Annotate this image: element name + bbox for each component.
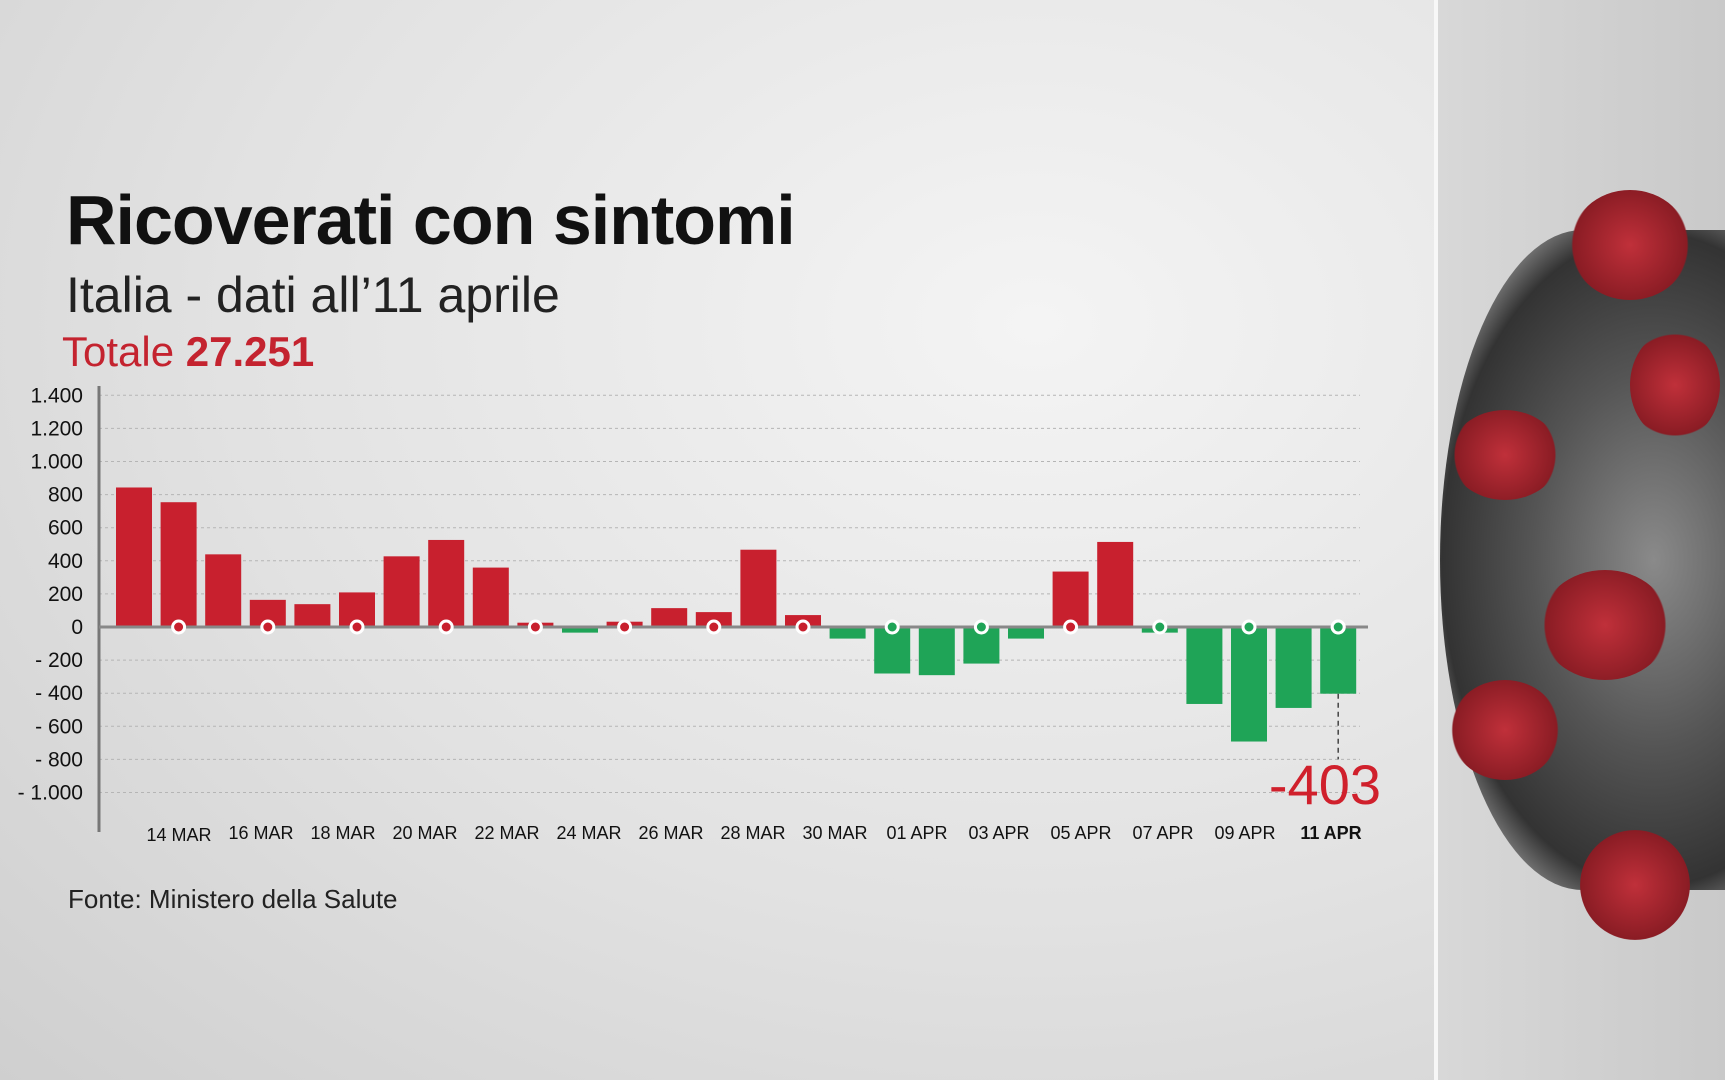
x-tick-label: 16 MAR [228,823,293,843]
virus-spike [1450,410,1560,500]
bar [1052,571,1089,627]
virus-spike [1580,830,1690,940]
tick-marker [349,619,365,635]
bar [428,539,465,627]
bar [116,487,152,627]
tick-marker [1152,619,1168,635]
tick-marker [795,619,811,635]
y-tick-label: - 200 [35,649,83,672]
virus-spike [1630,330,1720,440]
total-value: 27.251 [185,328,315,375]
x-tick-label: 11 APR [1300,823,1361,843]
bar [472,567,509,627]
x-tick-label: 26 MAR [638,823,703,843]
bar [829,627,866,639]
y-tick-label: 1.200 [30,417,83,440]
x-tick-label: 14 MAR [146,825,211,845]
bar [205,554,242,627]
bar [1231,627,1267,742]
x-tick-label: 22 MAR [474,823,539,843]
x-tick-label: 07 APR [1132,823,1193,843]
y-tick-label: 1.000 [30,451,83,474]
y-tick-label: 1.400 [30,384,83,407]
tick-marker [973,619,989,635]
bar [383,556,420,627]
y-tick-label: 600 [48,517,83,540]
tick-marker [1241,619,1257,635]
tick-marker [527,619,543,635]
tick-marker [260,619,276,635]
x-tick-label: 20 MAR [392,823,457,843]
bar [1097,541,1134,627]
chart-subtitle: Italia - dati all’11 aprile [66,267,560,323]
bar [1275,627,1312,708]
tick-marker [884,619,900,635]
x-tick-label: 01 APR [886,823,947,843]
tick-marker [1063,619,1079,635]
y-tick-label: 0 [71,616,83,639]
x-tick-label: 28 MAR [720,823,785,843]
x-tick-label: 18 MAR [310,823,375,843]
virus-spike [1540,570,1670,680]
tick-marker [171,619,187,635]
tick-marker [617,619,633,635]
virus-spike [1450,680,1560,780]
x-tick-label: 09 APR [1214,823,1275,843]
chart-title: Ricoverati con sintomi [66,181,796,259]
bar [1008,627,1044,639]
x-tick-label: 05 APR [1050,823,1111,843]
bar [562,627,598,633]
y-tick-label: - 600 [35,715,83,738]
y-tick-label: 200 [48,583,83,606]
tick-marker [706,619,722,635]
bar [160,502,197,627]
bar [294,604,331,627]
total-label: Totale [62,328,175,375]
bar [740,549,777,627]
y-tick-label: - 400 [35,682,83,705]
bar [651,608,688,627]
x-tick-label: 24 MAR [556,823,621,843]
y-tick-label: 800 [48,484,83,507]
tick-marker [438,619,454,635]
tick-marker [1330,619,1346,635]
x-tick-label: 03 APR [968,823,1029,843]
bar [1186,627,1223,704]
virus-spike [1570,190,1690,300]
x-tick-label: 30 MAR [802,823,867,843]
panel-divider [1434,0,1438,1080]
bar [918,627,955,676]
y-tick-label: - 800 [35,748,83,771]
annotation-label: -403 [1269,753,1381,816]
bar [1320,627,1357,694]
y-tick-label: - 1.000 [18,782,83,805]
total: Totale 27.251 [62,328,314,376]
y-tick-label: 400 [48,550,83,573]
bar [874,627,911,674]
source-note: Fonte: Ministero della Salute [68,884,398,914]
